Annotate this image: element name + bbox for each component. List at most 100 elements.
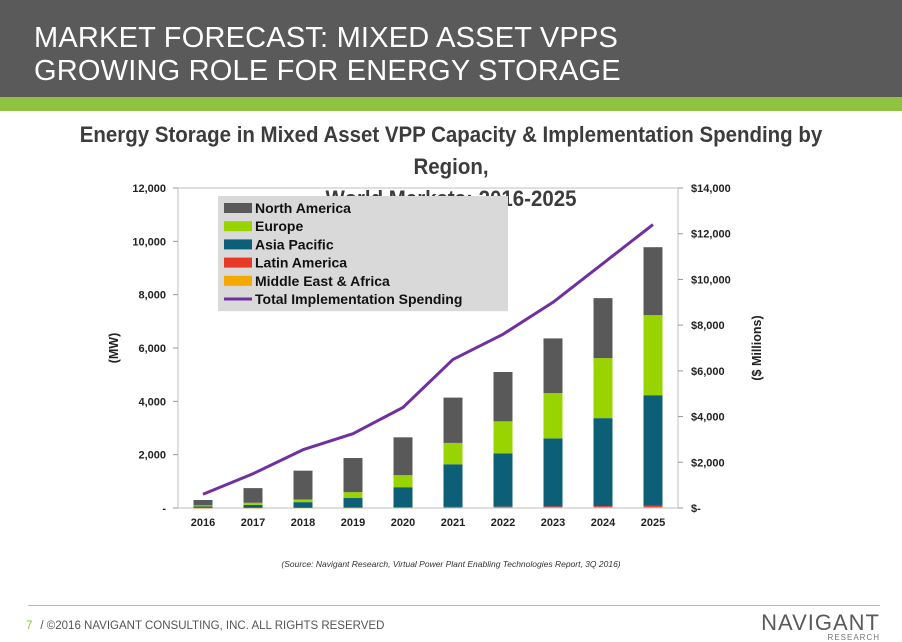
bar-latin-america [493,506,513,508]
y2-axis-title: ($ Millions) [750,315,764,380]
bar-asia-pacific [343,498,363,508]
bar-north-america [643,247,663,316]
legend-swatch [224,257,252,268]
x-tick-label: 2019 [341,517,365,529]
bar-north-america [543,338,563,394]
copyright-text: / ©2016 NAVIGANT CONSULTING, INC. ALL RI… [40,620,385,632]
legend-label: Asia Pacific [255,236,334,252]
stacked-bar-chart: - 2,000 4,000 6,000 8,000 10,000 12,000 $- $2,00… [107,183,764,529]
legend-box [218,196,508,312]
y-tick-label: 2,000 [138,450,166,462]
x-tick-label: 2025 [641,517,665,529]
y-tick-label: 12,000 [132,183,166,195]
bar-latin-america [193,507,213,509]
x-tick-label: 2021 [441,517,465,529]
y-tick-label: 6,000 [138,343,166,355]
bar-middle-east-africa [643,506,663,508]
legend-swatch [224,239,252,250]
y2-tick-label: $14,000 [691,183,731,195]
bar-asia-pacific [543,438,563,507]
slide-title: MARKET FORECAST: MIXED ASSET VPPS GROWIN… [34,22,621,88]
y-tick-label: - [162,503,166,515]
legend-label: Middle East & Africa [255,273,390,289]
legend-swatch [224,275,252,286]
bar-latin-america [343,507,363,508]
bar-europe [593,358,613,419]
source-note: (Source: Navigant Research, Virtual Powe… [281,559,621,569]
footer: 7 / ©2016 NAVIGANT CONSULTING, INC. ALL R… [26,620,384,632]
bar-latin-america [243,507,263,509]
y2-tick-label: $8,000 [691,320,725,332]
bar-north-america [343,458,363,493]
bar-north-america [443,397,463,443]
bar-latin-america [393,507,413,508]
slide-title-line2: GROWING ROLE FOR ENERGY STORAGE [34,55,621,87]
bar-latin-america [443,506,463,508]
y2-tick-label: $- [691,503,701,515]
bar-middle-east-africa [543,507,563,508]
footer-divider [28,605,880,606]
chart-title-line1: Energy Storage in Mixed Asset VPP Capaci… [79,122,823,179]
bar-middle-east-africa [393,507,413,509]
bar-latin-america [543,506,563,508]
bar-europe [343,492,363,499]
bar-north-america [593,298,613,359]
page-number: 7 [26,620,33,632]
bar-middle-east-africa [493,507,513,508]
bar-asia-pacific [443,464,463,507]
bar-europe [393,475,413,488]
bar-asia-pacific [493,453,513,507]
bar-europe [293,499,313,503]
y-tick-label: 10,000 [132,236,166,248]
bar-north-america [293,470,313,500]
bar-europe [543,393,563,439]
y2-tick-label: $2,000 [691,457,725,469]
slide-header: MARKET FORECAST: MIXED ASSET VPPS GROWIN… [0,0,902,97]
x-tick-label: 2017 [241,517,265,529]
bar-north-america [493,372,513,422]
y-tick-label: 8,000 [138,290,166,302]
navigant-logo: NAVIGANT RESEARCH [761,610,880,642]
legend-label: North America [255,200,351,216]
legend-swatch [224,221,252,232]
x-tick-label: 2016 [191,517,215,529]
accent-bar [0,97,902,111]
bar-middle-east-africa [593,507,613,508]
bar-europe [243,502,263,505]
x-tick-label: 2020 [391,517,415,529]
bar-europe [443,442,463,465]
bar-north-america [243,488,263,503]
bar-middle-east-africa [343,507,363,509]
bar-latin-america [643,505,663,507]
y2-tick-label: $6,000 [691,366,725,378]
bar-asia-pacific [643,395,663,506]
logo-wordmark: NAVIGANT [761,610,880,635]
x-tick-label: 2022 [491,517,515,529]
spending-line [202,223,654,496]
legend-label: Latin America [255,255,347,271]
legend-swatch [224,203,252,213]
y-axis-title: (MW) [107,333,121,364]
x-tick-label: 2023 [541,517,565,529]
bar-europe [193,505,213,507]
bar-asia-pacific [393,487,413,508]
bar-asia-pacific [193,506,213,508]
bar-latin-america [293,507,313,508]
bar-middle-east-africa [443,507,463,508]
bar-asia-pacific [593,418,613,507]
logo-subtitle: RESEARCH [827,633,880,642]
bar-asia-pacific [243,504,263,508]
bar-europe [493,421,513,454]
bar-middle-east-africa [293,507,313,509]
bar-latin-america [593,506,613,508]
x-tick-label: 2024 [591,517,616,529]
y2-tick-label: $4,000 [691,412,725,424]
bar-north-america [393,437,413,476]
y2-tick-label: $10,000 [691,274,731,286]
bar-north-america [193,500,213,506]
bar-europe [643,315,663,396]
bar-asia-pacific [293,502,313,508]
y-tick-label: 4,000 [138,396,166,408]
legend-label: Total Implementation Spending [255,291,462,307]
y2-tick-label: $12,000 [691,229,731,241]
